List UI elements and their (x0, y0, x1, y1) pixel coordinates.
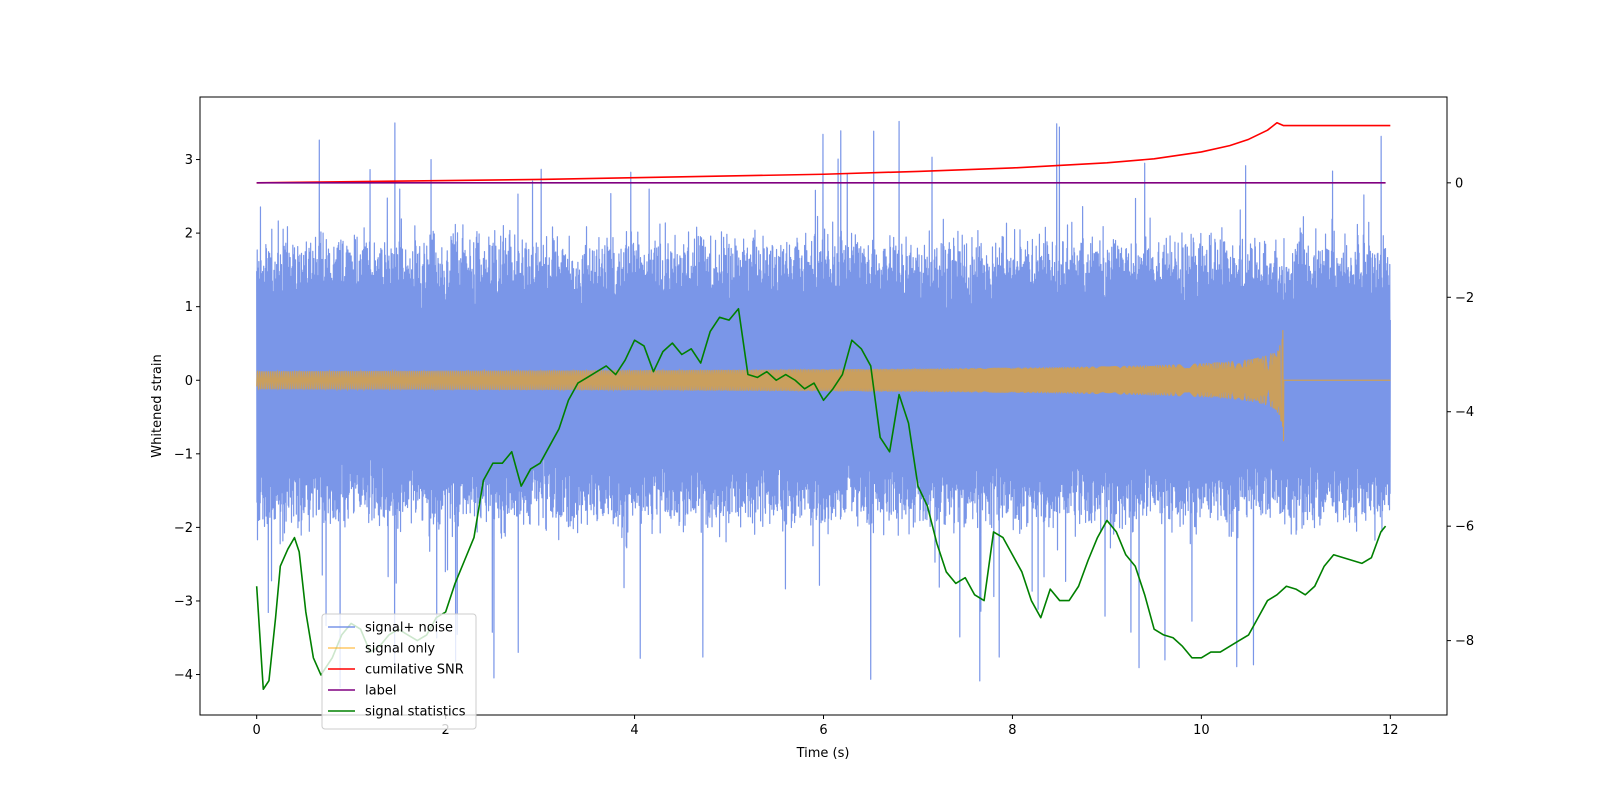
y2-tick-label: −4 (1455, 405, 1474, 420)
series-signal-noise (256, 120, 1391, 688)
y-tick-label: 2 (185, 227, 193, 242)
legend-label: signal+ noise (365, 621, 453, 636)
legend-label: signal statistics (365, 705, 466, 720)
y-axis-right: −8 −6 −4 −2 0 (1447, 176, 1474, 649)
y2-tick-label: −6 (1455, 520, 1474, 535)
y-tick-label: −1 (174, 447, 193, 462)
x-axis-label: Time (s) (796, 746, 850, 761)
y-tick-label: 1 (185, 300, 193, 315)
y2-tick-label: −8 (1455, 634, 1474, 649)
legend-box (321, 613, 477, 730)
x-tick-label: 4 (630, 723, 638, 738)
y-tick-label: 0 (185, 374, 193, 389)
series-signal-only (256, 330, 1391, 442)
y-axis-label: Whitened strain (150, 354, 165, 457)
y2-tick-label: −2 (1455, 291, 1474, 306)
legend-label: label (365, 684, 396, 699)
series-cumilative-snr (256, 121, 1391, 184)
y-tick-label: 3 (185, 153, 193, 168)
x-tick-label: 6 (819, 723, 827, 738)
x-tick-label: 0 (253, 723, 261, 738)
x-axis: 0 2 4 6 8 10 12 (253, 715, 1399, 738)
x-tick-label: 12 (1382, 723, 1399, 738)
x-tick-label: 8 (1008, 723, 1016, 738)
y-axis-left: −4 −3 −2 −1 0 1 2 3 (174, 153, 200, 683)
legend-label: cumilative SNR (365, 663, 464, 678)
legend: signal+ noise signal only cumilative SNR la… (321, 613, 477, 730)
x-tick-label: 2 (441, 723, 449, 738)
y2-tick-label: 0 (1455, 176, 1463, 191)
y-tick-label: −2 (174, 521, 193, 536)
x-tick-label: 10 (1193, 723, 1210, 738)
legend-label: signal only (365, 642, 435, 657)
y-tick-label: −4 (174, 668, 193, 683)
y-tick-label: −3 (174, 594, 193, 609)
